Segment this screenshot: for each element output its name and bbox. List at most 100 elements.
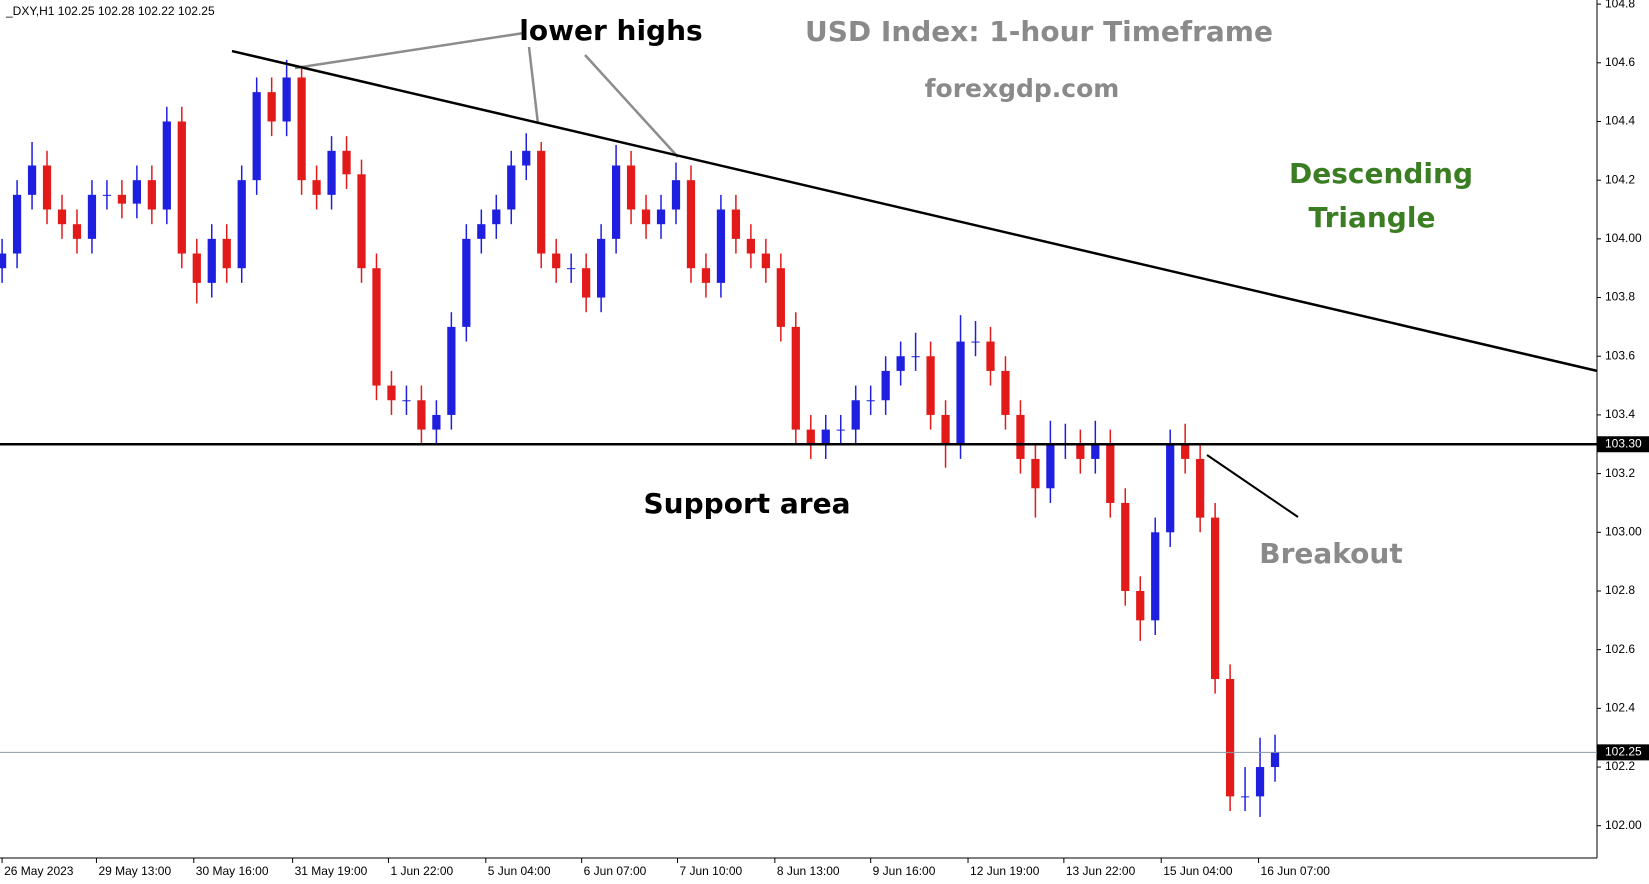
y-tick-label: 104.4 [1605, 114, 1635, 128]
y-tick-label: 103.8 [1605, 290, 1635, 304]
x-tick-label: 29 May 13:00 [98, 864, 171, 878]
candle-body [132, 180, 141, 204]
candle-body [1016, 414, 1025, 459]
chart-title: USD Index: 1-hour Timeframe [805, 15, 1273, 48]
candle-body [626, 165, 636, 210]
candle-body [522, 150, 531, 166]
candle-body [881, 370, 890, 401]
annotation: Breakout [1259, 537, 1402, 570]
candle-body [821, 429, 830, 445]
candle-body [162, 121, 171, 210]
candle-body [372, 268, 381, 386]
candle-body [507, 165, 516, 210]
x-tick-label: 12 Jun 19:00 [970, 864, 1040, 878]
x-tick-label: 31 May 19:00 [295, 864, 368, 878]
x-tick-label: 1 Jun 22:00 [390, 864, 453, 878]
candle-body [611, 165, 621, 239]
candle-body [342, 150, 351, 175]
candle-body [1031, 458, 1040, 489]
y-tick-label: 104.8 [1605, 0, 1635, 10]
candle-body [1270, 752, 1280, 768]
candle-body [297, 77, 306, 181]
candle-body [776, 268, 785, 327]
candle-body [851, 400, 860, 430]
y-tick-label: 104.6 [1605, 55, 1635, 69]
candle-body [42, 165, 52, 210]
y-tick-label: 102.6 [1605, 642, 1635, 656]
candle-body [552, 253, 561, 269]
y-tick-label: 102.2 [1605, 759, 1635, 773]
candle-body [971, 341, 980, 343]
y-tick-label: 102.4 [1605, 701, 1635, 715]
candle-body [701, 268, 711, 283]
price-label-bg [1597, 744, 1649, 761]
candle-body [806, 429, 815, 445]
candle-body [177, 121, 186, 254]
candle-body [836, 429, 845, 431]
x-tick-label: 26 May 2023 [4, 864, 74, 878]
candle-body [1046, 444, 1055, 489]
x-tick-label: 30 May 16:00 [196, 864, 269, 878]
candle-body [447, 326, 456, 415]
candle-body [911, 356, 920, 358]
candle-body [1151, 532, 1160, 621]
candle-body [791, 326, 800, 430]
candle-body [746, 238, 755, 254]
candle-body [731, 209, 741, 239]
y-tick-label: 103.6 [1605, 348, 1635, 362]
subtitle: forexgdp.com [925, 74, 1120, 103]
candle-body [12, 194, 22, 254]
x-tick-label: 16 Jun 07:00 [1261, 864, 1331, 878]
annotation: lower highs [519, 14, 702, 47]
candle-body [582, 268, 591, 298]
x-tick-label: 15 Jun 04:00 [1163, 864, 1233, 878]
candle-body [1225, 679, 1235, 797]
candle-body [761, 253, 770, 269]
candle-body [117, 194, 127, 204]
candle-body [896, 356, 905, 371]
candle-body [192, 253, 201, 283]
pointer [527, 46, 540, 125]
candle-body [357, 174, 366, 269]
candle-body [267, 92, 276, 122]
candle-body [147, 180, 156, 210]
candle-body [1091, 444, 1100, 459]
price-label-bg [1597, 436, 1649, 453]
candle-body [986, 341, 995, 371]
breakout-pointer [1206, 454, 1299, 518]
candle-body [1255, 767, 1265, 797]
header: _DXY,H1 102.25 102.28 102.22 102.25 [5, 4, 215, 18]
candle-body [0, 253, 7, 269]
candle-body [866, 400, 875, 402]
y-tick-label: 103.4 [1605, 407, 1635, 421]
pointer [294, 31, 525, 70]
candle-body [1076, 444, 1085, 459]
x-tick-label: 5 Jun 04:00 [488, 864, 551, 878]
x-tick-label: 8 Jun 13:00 [777, 864, 840, 878]
candle-body [312, 180, 321, 195]
candle-body [222, 238, 231, 269]
candle-body [462, 238, 471, 327]
candle-body [686, 180, 696, 269]
support-label: 103.30 [1605, 436, 1642, 450]
annotation: Descending [1289, 157, 1473, 190]
candle-body [1181, 444, 1190, 459]
candle-body [1211, 517, 1220, 680]
candle-body [72, 224, 82, 239]
y-tick-label: 104.00 [1605, 231, 1642, 245]
candle-body [432, 414, 441, 430]
candle-body [941, 414, 950, 445]
y-tick-label: 104.2 [1605, 172, 1635, 186]
y-tick-label: 103.2 [1605, 466, 1635, 480]
candle-body [237, 180, 246, 269]
x-tick-label: 7 Jun 10:00 [679, 864, 742, 878]
current-price-label: 102.25 [1605, 745, 1642, 759]
annotation: Triangle [1309, 201, 1436, 234]
x-tick-label: 9 Jun 16:00 [873, 864, 936, 878]
candle-body [597, 238, 606, 298]
candle-body [417, 400, 426, 430]
y-tick-label: 102.00 [1605, 818, 1642, 832]
candle-body [716, 209, 726, 283]
candle-body [27, 165, 37, 195]
